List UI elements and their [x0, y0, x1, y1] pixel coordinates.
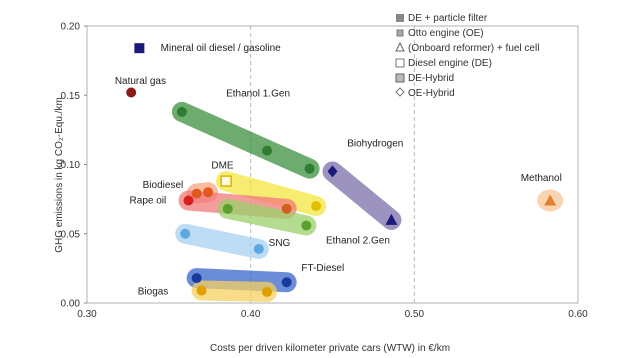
- data-label-biodiesel: Biodiesel: [143, 180, 184, 191]
- marker-sng: [253, 243, 264, 254]
- data-label-mineral-oil-diesel-gasoline: Mineral oil diesel / gasoline: [161, 43, 282, 54]
- legend-marker-de-hybrid: [395, 73, 405, 83]
- data-label-dme: DME: [211, 161, 234, 172]
- y-axis-label: GHG emissions in kg CO₂-Equ./km: [54, 97, 65, 253]
- legend-marker-de-particle-filter: [396, 14, 404, 22]
- legend: DE + particle filter Otto engine (OE) (Onb…: [395, 13, 539, 99]
- marker-ethanol-1-gen: [304, 163, 315, 174]
- data-label-biohydrogen: Biohydrogen: [347, 138, 403, 149]
- marker-ethanol-1-gen: [262, 145, 273, 156]
- x-tick-label: 0.30: [77, 309, 97, 320]
- y-tick-label: 0.00: [61, 299, 81, 310]
- data-label-ethanol-2-gen: Ethanol 2.Gen: [326, 235, 390, 246]
- marker-ft-diesel: [281, 277, 292, 288]
- marker-ethanol-2-gen: [301, 220, 312, 231]
- band-sng: [175, 223, 269, 259]
- legend-marker-otto-engine-oe: [396, 29, 404, 37]
- data-label-natural-gas: Natural gas: [115, 76, 166, 87]
- marker-dme: [220, 175, 232, 187]
- y-tick-label: 0.05: [61, 229, 81, 240]
- legend-label-onboard-reformer-fuel-cell: (Onboard reformer) + fuel cell: [408, 43, 539, 54]
- marker-mineral-oil-diesel-gasoline: [134, 43, 145, 54]
- marker-ethanol-2-gen: [222, 203, 233, 214]
- y-tick-label: 0.15: [61, 91, 81, 102]
- axes: 0.30 0.40 0.50 0.60 0.00 0.05 0.10 0.15 0.20: [61, 22, 589, 321]
- marker-rape-oil: [183, 195, 194, 206]
- band-ethanol-1-gen: [171, 101, 320, 179]
- y-tick-label: 0.20: [61, 22, 81, 33]
- marker-biodiesel: [203, 187, 214, 198]
- x-tick-label: 0.60: [568, 309, 588, 320]
- data-label-ft-diesel: FT-Diesel: [301, 263, 344, 274]
- legend-marker-onboard-reformer-fuel-cell: [395, 41, 405, 52]
- marker-natural-gas: [126, 87, 137, 98]
- data-label-rape-oil: Rape oil: [130, 195, 167, 206]
- data-label-sng: SNG: [269, 238, 291, 249]
- band-ft-diesel: [186, 268, 297, 293]
- marker-biogas: [262, 286, 273, 297]
- data-markers: [126, 43, 557, 297]
- marker-biohydrogen: [327, 165, 338, 178]
- band-ethanol-2-gen: [217, 198, 317, 236]
- marker-sng: [180, 228, 191, 239]
- marker-biohydrogen: [385, 213, 398, 225]
- data-label-biogas: Biogas: [138, 287, 169, 298]
- band-dme: [216, 171, 327, 217]
- legend-marker-oe-hybrid: [395, 87, 405, 97]
- marker-methanol: [544, 194, 557, 206]
- legend-label-de-hybrid: DE-Hybrid: [408, 73, 454, 84]
- legend-marker-diesel-engine-de: [395, 58, 405, 68]
- marker-biogas: [196, 285, 207, 296]
- y-tick-label: 0.10: [61, 160, 81, 171]
- x-tick-label: 0.50: [405, 309, 425, 320]
- band-biohydrogen: [322, 161, 402, 230]
- x-tick-label: 0.40: [241, 309, 261, 320]
- data-labels: Ethanol 1.Gen Biohydrogen DME Biodiesel Rape…: [115, 43, 562, 298]
- marker-rape-oil: [281, 203, 292, 214]
- band-biogas: [191, 280, 278, 302]
- data-label-methanol: Methanol: [521, 173, 562, 184]
- data-label-ethanol-1-gen: Ethanol 1.Gen: [226, 89, 290, 100]
- marker-ethanol-1-gen: [176, 106, 187, 117]
- marker-biodiesel: [191, 188, 202, 199]
- legend-label-diesel-engine-de: Diesel engine (DE): [408, 58, 492, 69]
- marker-dme: [311, 201, 322, 212]
- marker-ft-diesel: [191, 273, 202, 284]
- x-axis-label: Costs per driven kilometer private cars …: [210, 343, 450, 353]
- legend-label-oe-hybrid: OE-Hybrid: [408, 88, 455, 99]
- legend-label-otto-engine-oe: Otto engine (OE): [408, 28, 484, 39]
- legend-label-de-particle-filter: DE + particle filter: [408, 13, 488, 24]
